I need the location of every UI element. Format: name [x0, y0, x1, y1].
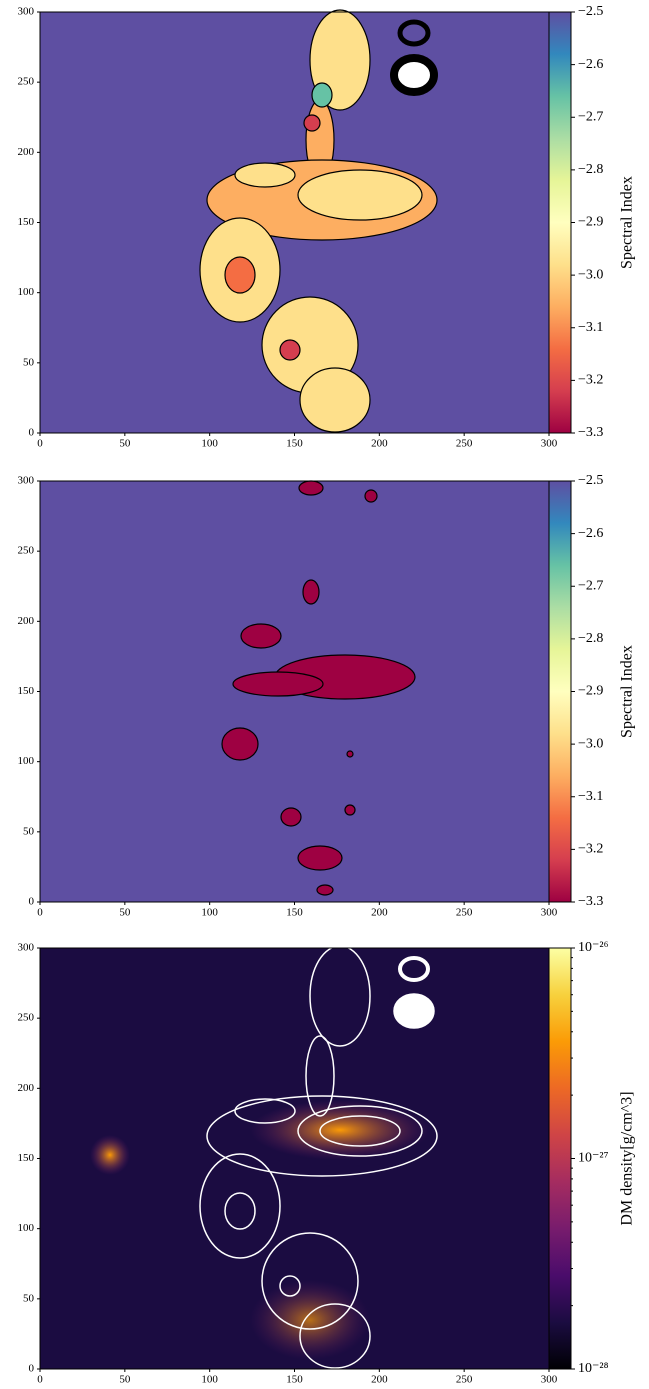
- x-tick-label: 150: [286, 1374, 303, 1386]
- y-tick-label: 250: [18, 76, 35, 88]
- x-tick-label: 300: [541, 1374, 558, 1386]
- colorbar-tick-label: −3.2: [578, 373, 603, 388]
- x-tick-label: 200: [371, 1374, 388, 1386]
- colorbar-tick-label: −3.3: [578, 425, 603, 440]
- colorbar-tick-label: −3.3: [578, 894, 603, 909]
- x-tick-label: 150: [286, 907, 303, 919]
- y-tick-label: 300: [18, 942, 35, 954]
- colorbar-label: Spectral Index: [619, 645, 636, 738]
- colorbar-tick-label: −3.1: [578, 789, 603, 804]
- colorbar-tick-label: −2.7: [578, 109, 603, 124]
- x-tick-label: 0: [37, 1374, 43, 1386]
- colorbar-label: DM density[g/cm^3]: [619, 1091, 636, 1225]
- y-tick-label: 50: [23, 356, 35, 368]
- x-tick-label: 50: [119, 1374, 131, 1386]
- axes: 0 50 100 150 200 250 300 0 50 100 150 200 250 300 −2.5…: [18, 4, 636, 1385]
- x-tick-label: 250: [456, 907, 473, 919]
- x-tick-label: 200: [371, 438, 388, 450]
- y-tick-label: 50: [23, 1292, 35, 1304]
- x-tick-label: 300: [541, 907, 558, 919]
- colorbar-tick-label: −3.0: [578, 267, 603, 282]
- colorbar-tick-label: −2.9: [578, 215, 603, 230]
- y-tick-label: 300: [18, 475, 35, 487]
- colorbar-tick-label: −2.7: [578, 578, 603, 593]
- y-tick-label: 250: [18, 1012, 35, 1024]
- x-tick-label: 0: [37, 438, 43, 450]
- y-tick-label: 200: [18, 1082, 35, 1094]
- x-tick-label: 150: [286, 438, 303, 450]
- panel1-contours: [199, 9, 438, 433]
- y-tick-label: 50: [23, 825, 35, 837]
- y-tick-label: 0: [29, 1363, 35, 1375]
- y-tick-label: 250: [18, 545, 35, 557]
- colorbar-tick-label: 10⁻²⁷: [578, 1151, 609, 1166]
- colorbar-tick-label: 10⁻²⁸: [578, 1361, 609, 1376]
- y-tick-label: 200: [18, 615, 35, 627]
- panel3-contours: [90, 948, 438, 1369]
- colorbar-label: Spectral Index: [619, 176, 636, 269]
- x-tick-label: 100: [201, 1374, 218, 1386]
- colorbar-tick-label: −2.9: [578, 684, 603, 699]
- y-tick-label: 150: [18, 216, 35, 228]
- y-tick-label: 100: [18, 1222, 35, 1234]
- colorbar: [548, 11, 572, 434]
- colorbar: [548, 480, 572, 903]
- x-tick-label: 0: [37, 907, 43, 919]
- y-tick-label: 100: [18, 755, 35, 767]
- colorbar-tick-label: −2.8: [578, 162, 603, 177]
- x-tick-label: 50: [119, 438, 131, 450]
- x-tick-label: 100: [201, 438, 218, 450]
- colorbar-tick-label: −2.6: [578, 57, 603, 72]
- y-tick-label: 100: [18, 286, 35, 298]
- y-tick-label: 0: [29, 896, 35, 908]
- x-tick-label: 250: [456, 1374, 473, 1386]
- y-tick-label: 150: [18, 1152, 35, 1164]
- colorbar-tick-label: −3.2: [578, 842, 603, 857]
- x-tick-label: 300: [541, 438, 558, 450]
- x-tick-label: 100: [201, 907, 218, 919]
- y-tick-label: 200: [18, 146, 35, 158]
- x-tick-label: 50: [119, 907, 131, 919]
- colorbar-tick-label: −3.1: [578, 320, 603, 335]
- x-tick-label: 200: [371, 907, 388, 919]
- colorbar-tick-label: −2.5: [578, 4, 603, 19]
- y-tick-label: 0: [29, 427, 35, 439]
- colorbar-tick-label: 10⁻²⁶: [578, 940, 609, 955]
- colorbar-tick-label: −2.6: [578, 526, 603, 541]
- y-tick-label: 300: [18, 6, 35, 18]
- colorbar-tick-label: −2.8: [578, 631, 603, 646]
- y-tick-label: 150: [18, 685, 35, 697]
- colorbar-tick-label: −2.5: [578, 473, 603, 488]
- colorbar-tick-label: −3.0: [578, 736, 603, 751]
- x-tick-label: 250: [456, 438, 473, 450]
- colorbar: [548, 947, 572, 1370]
